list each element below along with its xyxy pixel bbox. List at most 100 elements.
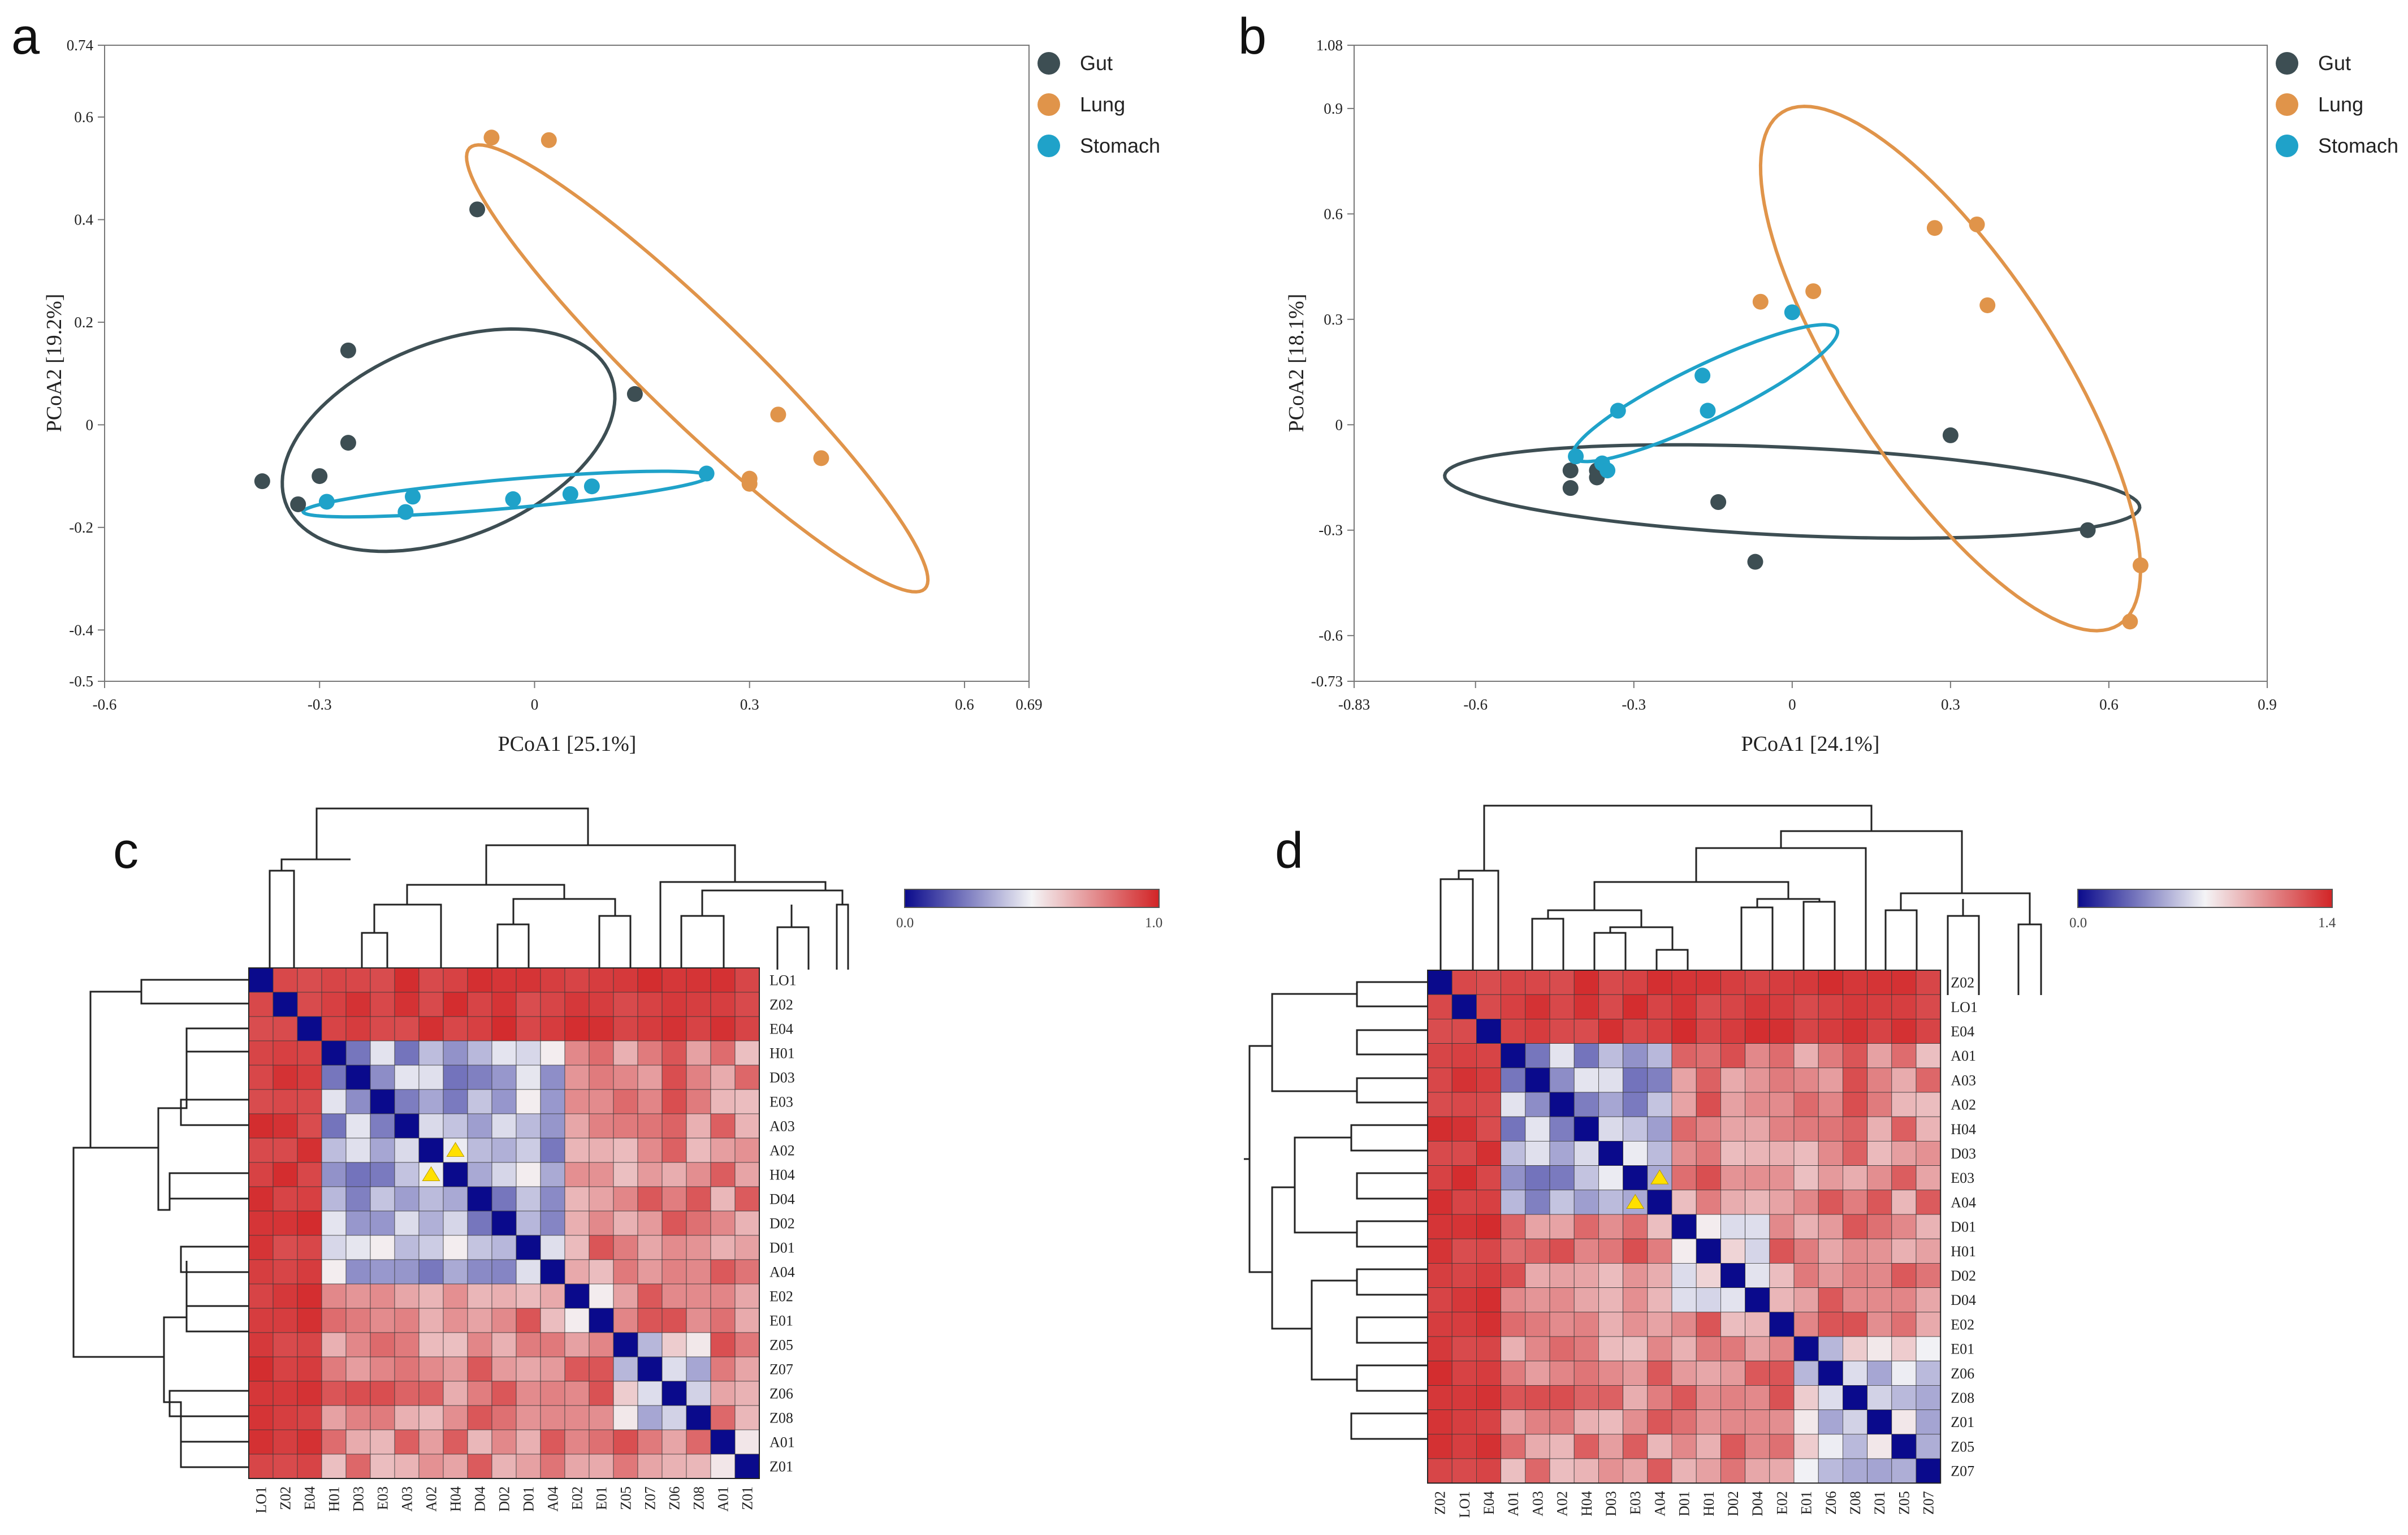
panel-c-cell — [564, 1429, 590, 1455]
panel-c-cell — [370, 1381, 395, 1406]
panel-c-cell — [394, 1016, 420, 1041]
panel-c-cell — [613, 1113, 638, 1139]
panel-c-cell — [418, 1210, 444, 1236]
panel-d-cell — [1793, 1262, 1819, 1288]
panel-d-row-label: D01 — [1951, 1219, 1976, 1235]
panel-d-cell — [1720, 1409, 1745, 1435]
panel-d-cell — [1525, 1043, 1550, 1069]
panel-d-cell — [1867, 1043, 1892, 1069]
panel-c-cell — [394, 992, 420, 1017]
panel-d-cell — [1427, 970, 1452, 995]
panel-d-cell — [1818, 1458, 1843, 1484]
panel-d-cell — [1623, 994, 1648, 1019]
panel-d-cell — [1573, 1165, 1599, 1191]
panel-c-cell — [321, 1016, 347, 1041]
panel-c-cell — [637, 1332, 663, 1357]
panel-d-cell — [1451, 1043, 1477, 1069]
panel-d-column-label: LO1 — [1456, 1491, 1473, 1518]
panel-d-cell — [1549, 1360, 1575, 1386]
panel-c-row-label: LO1 — [769, 972, 797, 989]
panel-c-cell — [540, 967, 565, 993]
panel-d-cell — [1476, 1214, 1501, 1239]
panel-c-cell — [467, 967, 492, 993]
panel-c-cell — [637, 1381, 663, 1406]
panel-c-row-label: Z02 — [769, 997, 793, 1013]
panel-c-cell — [418, 967, 444, 993]
panel-c-cell — [516, 1162, 541, 1187]
panel-c-cell — [589, 1356, 614, 1382]
panel-c-cell — [637, 1283, 663, 1309]
panel-c-column-label: A03 — [399, 1486, 416, 1512]
panel-c-cell — [443, 967, 468, 993]
panel-d-cell — [1842, 1141, 1867, 1166]
panel-d-cell — [1769, 1312, 1795, 1337]
panel-c-cell — [564, 1356, 590, 1382]
panel-c-row-label: A04 — [769, 1264, 795, 1281]
panel-d-cell — [1525, 1360, 1550, 1386]
panel-c-cell — [491, 1235, 517, 1260]
panel-d-cell — [1549, 1238, 1575, 1264]
panel-c-column-label: Z01 — [740, 1486, 756, 1510]
panel-b-lung-point — [2122, 613, 2138, 630]
panel-d-cell — [1598, 1409, 1623, 1435]
panel-c-cell — [491, 1162, 517, 1187]
panel-c-cell — [589, 1381, 614, 1406]
panel-d-cell — [1501, 1238, 1526, 1264]
panel-d-cell — [1891, 994, 1917, 1019]
panel-c-cell — [710, 1162, 736, 1187]
panel-d-cell — [1476, 1262, 1501, 1288]
panel-d-cell — [1549, 1409, 1575, 1435]
panel-b-y-tick-label: -0.3 — [1318, 522, 1343, 539]
panel-d-cell — [1696, 1385, 1721, 1410]
panel-b-x-tick-label: 0.9 — [2258, 696, 2277, 713]
panel-c-cell — [394, 1065, 420, 1090]
panel-b-gut-point — [1710, 494, 1727, 511]
panel-d-cell — [1598, 1336, 1623, 1361]
panel-c-cell — [613, 1356, 638, 1382]
panel-c-cell — [273, 1454, 298, 1479]
panel-c-cell — [564, 1186, 590, 1212]
panel-d-cell — [1769, 1238, 1795, 1264]
panel-b: b -0.83 -0.6 -0.3 0 0.3 0.6 0.9 1.08 0.9 0.6 0.3 0… — [1238, 8, 2398, 756]
panel-d-cell — [1623, 1287, 1648, 1313]
panel-c-cell — [540, 1040, 565, 1066]
panel-d-cell — [1598, 1214, 1623, 1239]
panel-a-lung-point — [813, 450, 829, 466]
panel-c-cell — [540, 1210, 565, 1236]
panel-c-cell — [345, 1089, 371, 1114]
panel-a-legend-stomach: Stomach — [1080, 134, 1160, 157]
panel-c-cell — [273, 1138, 298, 1163]
panel-b-y-tick-label: 0.3 — [1324, 311, 1343, 328]
panel-c-cell — [345, 1356, 371, 1382]
panel-d-row-label: D04 — [1951, 1292, 1976, 1308]
panel-c-cell — [297, 1210, 322, 1236]
panel-d-cell — [1451, 1312, 1477, 1337]
panel-d-cell — [1720, 1116, 1745, 1141]
panel-d-cell — [1671, 1043, 1697, 1069]
panel-d-cell — [1818, 1409, 1843, 1435]
panel-c-cell — [637, 1016, 663, 1041]
panel-a-gut-point — [290, 496, 306, 512]
panel-d-column-label: Z06 — [1823, 1491, 1839, 1515]
panel-c-cell — [540, 1308, 565, 1333]
panel-a-legend-gut-swatch — [1037, 52, 1060, 75]
panel-c-cell — [248, 1429, 274, 1455]
panel-c-cell — [734, 1356, 760, 1382]
panel-d-cell — [1842, 1458, 1867, 1484]
panel-a-y-tick-label: 0.6 — [74, 109, 93, 126]
panel-d-cell — [1696, 970, 1721, 995]
panel-d-cell — [1549, 1043, 1575, 1069]
panel-c-cell — [589, 1162, 614, 1187]
panel-c-cell — [589, 992, 614, 1017]
panel-d-cell — [1720, 1287, 1745, 1313]
panel-d-cell — [1891, 1312, 1917, 1337]
panel-c-cell — [491, 1089, 517, 1114]
panel-a-y-axis-label: PCoA2 [19.2%] — [42, 294, 66, 433]
panel-d-cell — [1842, 1409, 1867, 1435]
panel-c-cell — [710, 1332, 736, 1357]
panel-c-cell — [321, 1162, 347, 1187]
panel-d-cell — [1671, 1238, 1697, 1264]
panel-c-cell — [516, 1089, 541, 1114]
panel-c-cell — [710, 1186, 736, 1212]
panel-c-cell — [516, 1308, 541, 1333]
